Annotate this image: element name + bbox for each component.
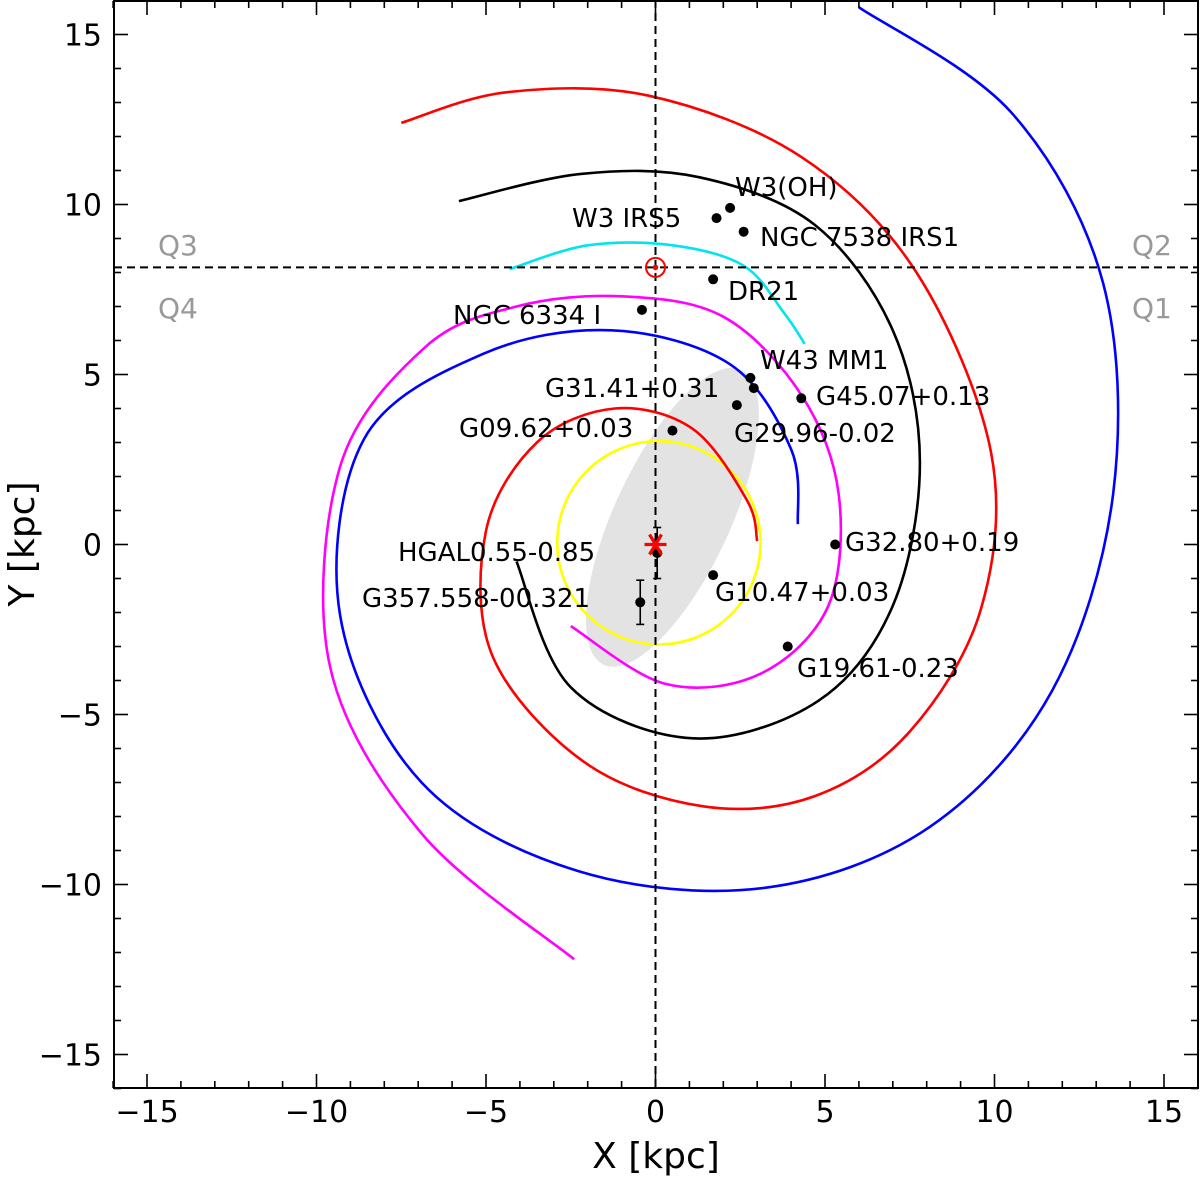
source-point-ngc-7538-irs1 <box>738 226 749 237</box>
source-point-g19-61-0-23 <box>782 641 793 652</box>
x-tick-label: −15 <box>115 1095 178 1130</box>
source-point-w43-mm1 <box>745 372 756 383</box>
source-point-w3-irs5 <box>711 213 722 224</box>
y-tick-label: −10 <box>39 869 102 904</box>
source-label-g45-07-0-13: G45.07+0.13 <box>816 382 990 412</box>
source-point-g31-41-0-31 <box>748 383 759 394</box>
source-label-g10-47-0-03: G10.47+0.03 <box>715 578 889 608</box>
galactic-bar <box>586 367 759 667</box>
x-tick-label: −10 <box>285 1095 348 1130</box>
x-tick-label: 0 <box>646 1095 665 1130</box>
source-point-g357-558-00-321 <box>635 597 646 608</box>
arm-perseus <box>458 169 922 740</box>
y-tick-label: 15 <box>64 19 102 54</box>
y-axis-title: Y [kpc] <box>2 481 43 607</box>
source-point-w3-oh <box>725 202 736 213</box>
x-tick-label: −5 <box>464 1095 508 1130</box>
quadrant-label-q4: Q4 <box>158 292 198 325</box>
quadrant-label-q3: Q3 <box>158 229 198 262</box>
arm-local <box>509 241 806 345</box>
source-label-g357-558-00-321: G357.558-00.321 <box>362 584 590 614</box>
arm-norma <box>321 294 843 961</box>
source-label-g29-96-0-02: G29.96-0.02 <box>734 419 896 449</box>
arm-scutum-centaurus <box>335 6 1120 893</box>
source-label-ngc-7538-irs1: NGC 7538 IRS1 <box>760 223 959 253</box>
source-point-g09-62-0-03 <box>667 425 678 436</box>
sun-ring <box>645 256 666 278</box>
quadrant-label-q2: Q2 <box>1132 229 1172 262</box>
x-axis-title: X [kpc] <box>592 1136 720 1177</box>
source-label-hgal0-55-0-85: HGAL0.55-0.85 <box>398 538 595 568</box>
arm-sagittarius-carina <box>400 86 998 811</box>
x-tick-label: 15 <box>1145 1095 1183 1130</box>
source-label-g09-62-0-03: G09.62+0.03 <box>459 414 633 444</box>
y-tick-label: 10 <box>64 189 102 224</box>
source-point-dr21 <box>708 274 719 285</box>
source-point-g10-47-0-03 <box>708 570 719 581</box>
source-label-dr21: DR21 <box>728 277 799 307</box>
source-point-g32-80-0-19 <box>830 539 841 550</box>
galactic-center-icon <box>644 533 667 556</box>
source-point-g29-96-0-02 <box>731 400 742 411</box>
source-label-w3-oh: W3(OH) <box>735 173 838 203</box>
y-tick-label: −5 <box>58 699 102 734</box>
source-label-w43-mm1: W43 MM1 <box>760 346 888 376</box>
sun-icon <box>645 256 666 278</box>
source-label-g19-61-0-23: G19.61-0.23 <box>797 654 959 684</box>
quadrant-label-q1: Q1 <box>1132 292 1172 325</box>
source-point-ngc-6334-i <box>636 304 647 315</box>
source-label-g32-80-0-19: G32.80+0.19 <box>845 528 1019 558</box>
gc-arm-3 <box>648 533 663 556</box>
y-tick-label: −15 <box>39 1039 102 1074</box>
source-label-ngc-6334-i: NGC 6334 I <box>453 301 601 331</box>
y-tick-label: 5 <box>83 359 102 394</box>
source-label-w3-irs5: W3 IRS5 <box>572 204 681 234</box>
x-tick-label: 10 <box>975 1095 1013 1130</box>
x-tick-label: 5 <box>815 1095 834 1130</box>
arm-3-kpc <box>555 439 762 646</box>
sun-dot <box>652 264 659 271</box>
source-point-g45-07-0-13 <box>796 393 807 404</box>
y-tick-label: 0 <box>83 529 102 564</box>
source-label-g31-41-0-31: G31.41+0.31 <box>545 374 719 404</box>
